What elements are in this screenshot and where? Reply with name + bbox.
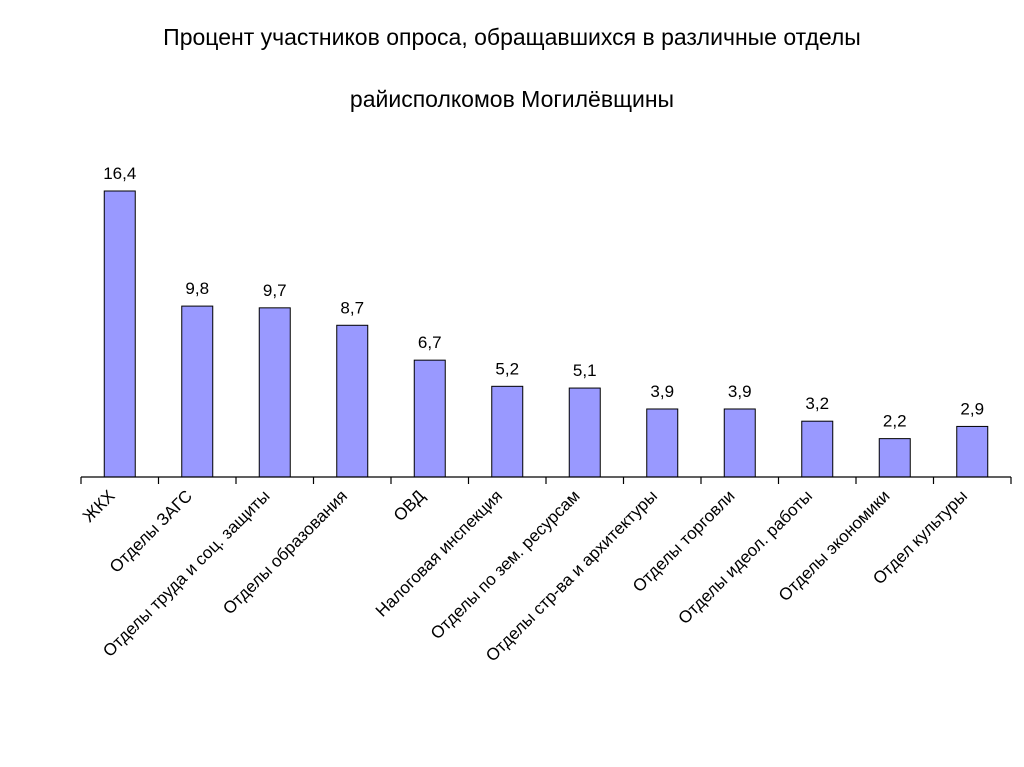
bar xyxy=(801,420,834,478)
data-label: 9,8 xyxy=(185,279,209,298)
bar xyxy=(258,307,291,478)
data-label: 2,9 xyxy=(960,399,984,418)
data-label: 3,9 xyxy=(650,382,674,401)
data-label: 2,2 xyxy=(883,412,907,431)
data-label: 9,7 xyxy=(263,281,287,300)
bar xyxy=(181,305,214,478)
category-label: Отделы труда и соц. защиты xyxy=(99,486,273,660)
bar xyxy=(103,190,136,478)
category-label: ОВД xyxy=(390,486,429,525)
category-label: Отделы идеол. работы xyxy=(675,486,817,628)
chart-title-line-2: райисполкомов Могилёвщины xyxy=(349,86,675,112)
data-label: 5,2 xyxy=(495,359,519,378)
category-label: Отделы стр-ва и архитектуры xyxy=(482,486,661,665)
category-label: Отделы по зем. ресурсам xyxy=(427,486,584,643)
bar xyxy=(336,324,369,478)
data-label: 3,9 xyxy=(728,382,752,401)
bar xyxy=(646,408,679,478)
data-label: 8,7 xyxy=(340,298,364,317)
data-label: 6,7 xyxy=(418,333,442,352)
bar xyxy=(878,438,911,478)
chart-title-line-1: Процент участников опроса, обращавшихся … xyxy=(163,24,861,50)
data-label: 5,1 xyxy=(573,361,597,380)
bar xyxy=(491,385,524,478)
bar xyxy=(956,425,989,478)
category-label: ЖКХ xyxy=(79,486,119,526)
category-label: Налоговая инспекция xyxy=(372,486,506,620)
bar xyxy=(413,359,446,478)
bar xyxy=(723,408,756,478)
data-label: 16,4 xyxy=(103,164,136,183)
data-label: 3,2 xyxy=(805,394,829,413)
bar xyxy=(568,387,601,478)
